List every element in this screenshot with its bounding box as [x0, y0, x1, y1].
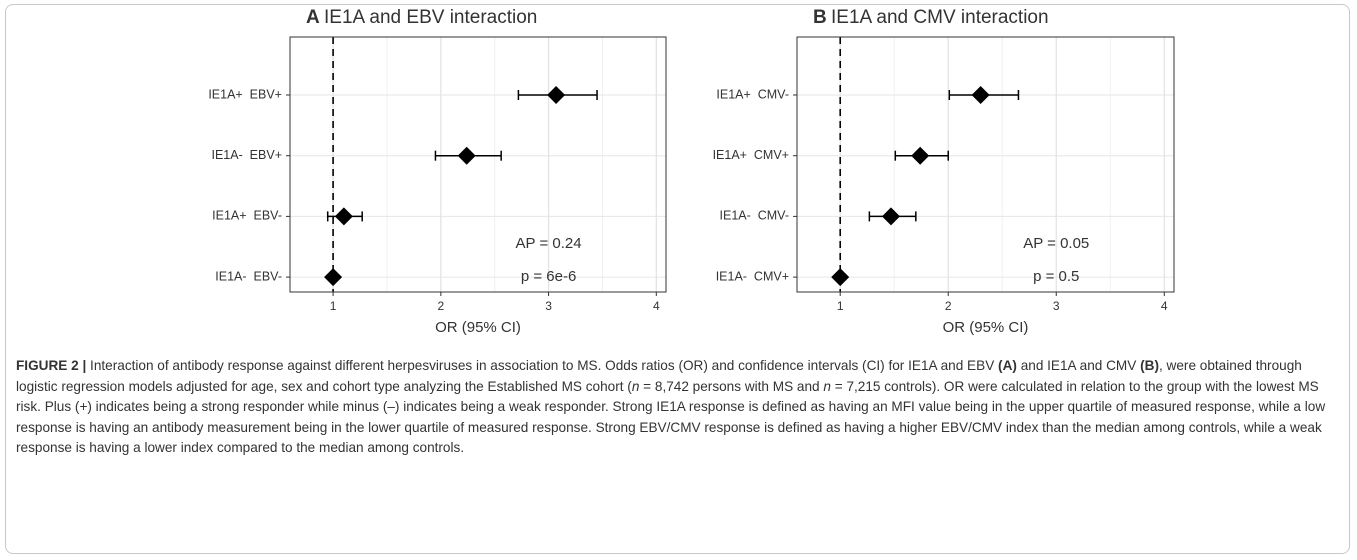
point-estimate [457, 146, 476, 165]
point-estimate [831, 268, 850, 287]
x-tick-label: 1 [330, 299, 337, 313]
caption: FIGURE 2 | Interaction of antibody respo… [16, 356, 1341, 459]
x-tick-label: 2 [437, 299, 444, 313]
panel-label: A [306, 7, 320, 28]
figure: A IE1A and EBV interaction 1 2 3 4 IE1A+ EBV+ I… [208, 7, 1175, 336]
annotation: p = 0.5 [1033, 268, 1079, 285]
x-tick-label: 4 [653, 299, 660, 313]
point-estimate [971, 86, 990, 104]
y-tick-label: IE1A- EBV+ [211, 148, 282, 162]
point-estimate [547, 86, 566, 104]
plot-border [289, 36, 667, 293]
caption-run: and IE1A and CMV [1016, 358, 1141, 373]
point-estimate [911, 146, 930, 165]
x-tick-label: 3 [1053, 299, 1060, 313]
point-estimate [881, 207, 900, 226]
caption-run: , were obtained through logistic regress… [16, 358, 1302, 394]
x-axis-label: OR (95% CI) [943, 319, 1029, 336]
panel-title: IE1A and EBV interaction [324, 7, 537, 28]
annotation: AP = 0.05 [1023, 235, 1089, 252]
y-tick-label: IE1A+ CMV+ [713, 148, 789, 162]
x-axis-label: OR (95% CI) [435, 319, 521, 336]
y-tick-label: IE1A+ EBV- [212, 209, 282, 223]
caption-run: = 8,742 persons with MS and [639, 378, 824, 394]
caption-run: FIGURE 2 | [16, 358, 87, 373]
y-tick-label: IE1A- CMV- [720, 209, 789, 223]
point-estimate [334, 207, 353, 226]
y-tick-label: IE1A- EBV- [215, 269, 282, 283]
annotation: p = 6e-6 [521, 268, 576, 285]
caption-run: = 7,215 controls). OR were calculated in… [16, 378, 1326, 456]
x-tick-label: 1 [837, 299, 844, 313]
x-tick-label: 3 [545, 299, 552, 313]
caption-run: Interaction of antibody response against… [86, 358, 999, 373]
caption-run: (B) [1140, 358, 1159, 373]
y-tick-label: IE1A+ CMV- [716, 87, 789, 101]
point-estimate [324, 268, 343, 287]
x-tick-label: 2 [945, 299, 952, 313]
caption-run: n [631, 378, 640, 394]
plot-border [796, 36, 1175, 293]
panel-title: IE1A and CMV interaction [831, 7, 1049, 28]
y-tick-label: IE1A- CMV+ [716, 269, 789, 283]
caption-run: n [823, 378, 831, 394]
figure-frame [5, 4, 1350, 554]
y-tick-label: IE1A+ EBV+ [208, 87, 282, 101]
caption-run: (A) [998, 358, 1017, 373]
panel-label: B [813, 7, 827, 28]
annotation: AP = 0.24 [516, 235, 582, 252]
x-tick-label: 4 [1161, 299, 1168, 313]
